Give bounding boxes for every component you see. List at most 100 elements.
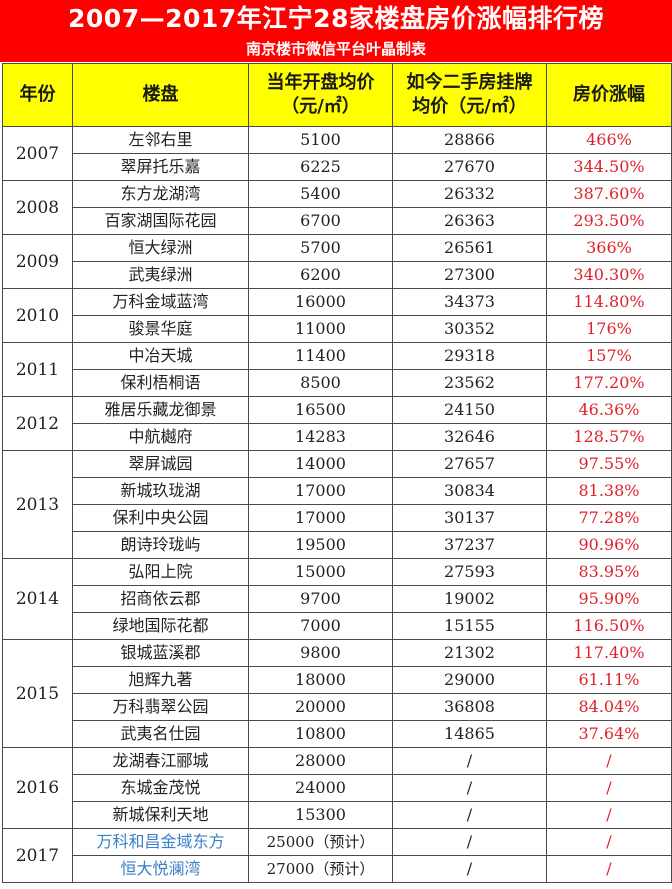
open-price-cell: 27000（预计） <box>248 855 393 883</box>
resale-price-cell: 27300 <box>392 261 547 289</box>
resale-price-cell: 36808 <box>392 693 547 721</box>
table-body: 2007 左邻右里 5100 28866 466% 翠屏托乐嘉 6225 27670 344.5… <box>2 126 672 883</box>
open-price-cell: 20000 <box>248 693 393 721</box>
resale-price-cell: 14865 <box>392 720 547 748</box>
project-name-cell: 弘阳上院 <box>72 558 249 586</box>
increase-cell: 344.50% <box>546 153 672 181</box>
resale-price-cell: / <box>392 855 547 883</box>
open-price-cell: 14000 <box>248 450 393 478</box>
table-row: 东城金茂悦 24000// <box>3 774 672 802</box>
table-row: 旭辉九著 18000 29000 61.11% <box>3 666 672 694</box>
resale-price-cell: 24150 <box>392 396 547 424</box>
project-name-cell: 翠屏诚园 <box>72 450 249 478</box>
table-row: 骏景华庭 11000 30352 176% <box>3 315 672 343</box>
increase-cell: 293.50% <box>546 207 672 235</box>
open-price-cell: 16500 <box>248 396 393 424</box>
increase-cell: 61.11% <box>546 666 672 694</box>
project-name-cell: 武夷绿洲 <box>72 261 249 289</box>
table-row: 万科翡翠公园 20000 36808 84.04% <box>3 693 672 721</box>
table-row: 2015 银城蓝溪郡 9800 21302 117.40% <box>2 639 672 748</box>
year-cell: 2013 <box>2 450 73 559</box>
project-name-cell: 武夷名仕园 <box>72 720 249 748</box>
table-row: 保利中央公园 17000 30137 77.28% <box>3 504 672 532</box>
table-row: 中航樾府 14283 32646 128.57% <box>3 423 672 451</box>
increase-cell: / <box>546 747 672 775</box>
increase-cell: 387.60% <box>546 180 672 208</box>
project-name-cell: 绿地国际花都 <box>72 612 249 640</box>
resale-price-cell: / <box>392 747 547 775</box>
table-row: 2007 左邻右里 5100 28866 466% <box>2 126 672 181</box>
open-price-cell: 8500 <box>248 369 393 397</box>
open-price-cell: 9700 <box>248 585 393 613</box>
header-increase: 房价涨幅 <box>546 63 672 127</box>
table-row: 翠屏托乐嘉 6225 27670 344.50% <box>3 153 672 181</box>
resale-price-cell: 19002 <box>392 585 547 613</box>
resale-price-cell: 23562 <box>392 369 547 397</box>
resale-price-cell: 15155 <box>392 612 547 640</box>
sheet-title: 2007—2017年江宁28家楼盘房价涨幅排行榜 <box>0 0 672 38</box>
project-name-cell: 恒大绿洲 <box>72 234 249 262</box>
open-price-cell: 25000（预计） <box>248 828 393 856</box>
project-name-cell: 新城玖珑湖 <box>72 477 249 505</box>
table-row: 恒大悦澜湾 27000（预计） / / <box>3 855 672 883</box>
open-price-cell: 15000 <box>248 558 393 586</box>
increase-cell: / <box>546 828 672 856</box>
table-row: 绿地国际花都 7000 15155 116.50% <box>3 612 672 640</box>
increase-cell: 114.80% <box>546 288 672 316</box>
open-price-cell: 5100 <box>248 126 393 154</box>
increase-cell: 83.95% <box>546 558 672 586</box>
open-price-cell: 17000 <box>248 477 393 505</box>
project-name-cell: 新城保利天地 <box>72 801 249 829</box>
project-name-cell: 翠屏托乐嘉 <box>72 153 249 181</box>
resale-price-cell: 37237 <box>392 531 547 559</box>
open-price-cell: 18000 <box>248 666 393 694</box>
project-name-cell: 中航樾府 <box>72 423 249 451</box>
increase-cell: 128.57% <box>546 423 672 451</box>
header-resale-price-line1: 如今二手房挂牌 <box>406 72 533 93</box>
table-row: 2016 龙湖春江郦城 28000// <box>2 747 672 829</box>
resale-price-cell: 29318 <box>392 342 547 370</box>
increase-cell: 466% <box>546 126 672 154</box>
resale-price-cell: 29000 <box>392 666 547 694</box>
resale-price-cell: 28866 <box>392 126 547 154</box>
increase-cell: 84.04% <box>546 693 672 721</box>
resale-price-cell: 21302 <box>392 639 547 667</box>
year-cell: 2008 <box>2 180 73 235</box>
open-price-cell: 9800 <box>248 639 393 667</box>
open-price-cell: 11000 <box>248 315 393 343</box>
resale-price-cell: / <box>392 774 547 802</box>
open-price-cell: 16000 <box>248 288 393 316</box>
project-name-cell: 旭辉九著 <box>72 666 249 694</box>
table-row: 百家湖国际花园 6700 26363 293.50% <box>3 207 672 235</box>
header-resale-price: 如今二手房挂牌 均价（元/㎡） <box>392 63 547 127</box>
year-cell: 2009 <box>2 234 73 289</box>
increase-cell: 176% <box>546 315 672 343</box>
project-name-cell: 万科和昌金域东方 <box>72 828 249 856</box>
header-year: 年份 <box>2 63 73 127</box>
table-row: 2017 万科和昌金域东方 25000（预计） / / <box>2 828 672 883</box>
table-row: 2010 万科金域蓝湾 16000 34373 114.80% <box>2 288 672 343</box>
increase-cell: / <box>546 801 672 829</box>
resale-price-cell: / <box>392 828 547 856</box>
year-cell: 2015 <box>2 639 73 748</box>
table-row: 新城保利天地 15300// <box>3 801 672 829</box>
year-cell: 2010 <box>2 288 73 343</box>
year-cell: 2012 <box>2 396 73 451</box>
increase-cell: 177.20% <box>546 369 672 397</box>
open-price-cell: 28000 <box>248 747 393 775</box>
resale-price-cell: 30834 <box>392 477 547 505</box>
project-name-cell: 百家湖国际花园 <box>72 207 249 235</box>
project-name-cell: 骏景华庭 <box>72 315 249 343</box>
header-open-price-line1: 当年开盘均价 <box>266 72 375 93</box>
table-row: 新城玖珑湖 17000 30834 81.38% <box>3 477 672 505</box>
year-cell: 2011 <box>2 342 73 397</box>
increase-cell: 116.50% <box>546 612 672 640</box>
price-increase-table: 年份 楼盘 当年开盘均价 （元/㎡） 如今二手房挂牌 均价（元/㎡） 房价涨幅 … <box>2 63 672 883</box>
increase-cell: 366% <box>546 234 672 262</box>
open-price-cell: 6700 <box>248 207 393 235</box>
project-name-cell: 中冶天城 <box>72 342 249 370</box>
increase-cell: 81.38% <box>546 477 672 505</box>
project-name-cell: 朗诗玲珑屿 <box>72 531 249 559</box>
table-row: 2009 恒大绿洲 5700 26561 366% <box>2 234 672 289</box>
